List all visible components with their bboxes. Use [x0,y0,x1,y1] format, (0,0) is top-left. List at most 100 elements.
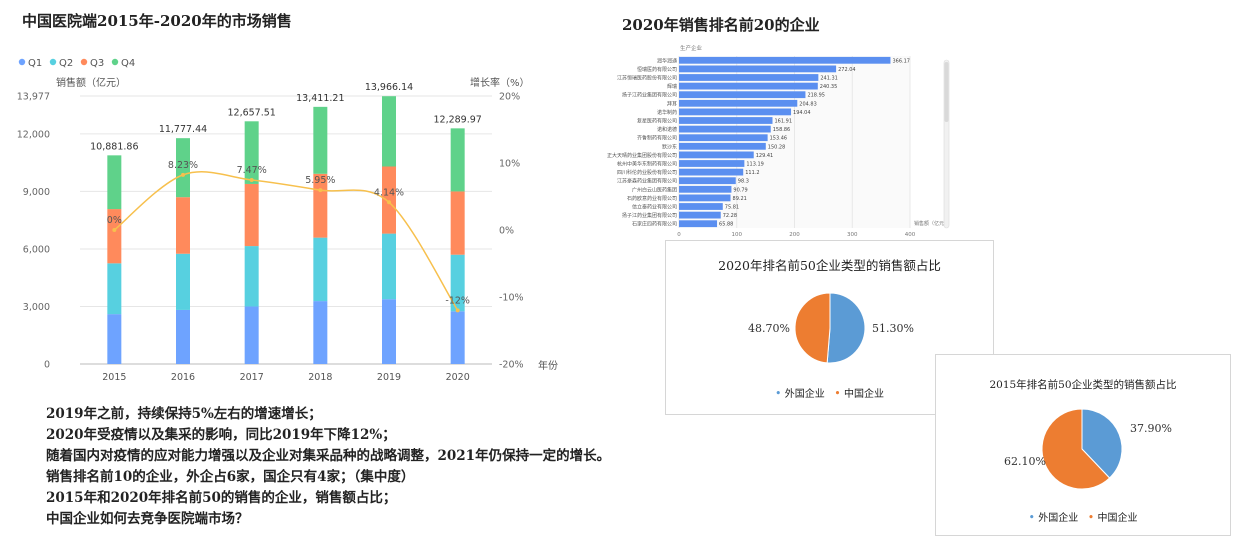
top20-value-label: 158.86 [773,127,791,133]
top20-value-label: 204.83 [799,101,817,107]
bar-q4-2020 [450,128,465,192]
bar-q2-2016 [176,253,190,310]
top20-bar [679,177,736,185]
legend-domestic-label: 中国企业 [1097,513,1138,524]
top20-category-label: 润华润通 [657,57,677,64]
y-tick-label: 6,000 [23,244,50,255]
top20-value-label: 366.17 [892,58,910,64]
growth-rate-label: 8.23% [168,160,198,171]
right-axis-title: 增长率（%） [470,76,530,89]
legend-foreign-marker: • [1028,511,1036,524]
legend-foreign-marker: • [775,387,782,400]
growth-rate-line [113,171,459,311]
top20-bar [679,56,891,64]
top20-x-axis-title: 销售额（亿元） [914,220,949,227]
pie-2015-title: 2015年排名前50企业类型的销售额占比 [989,379,1177,391]
top20-category-label: 江苏豪森药业集团有限公司 [617,178,677,185]
bar-q2-2020 [450,254,465,312]
pie-slice-domestic [794,292,831,364]
legend-q2-label: Q2 [59,58,73,69]
bar-q2-2018 [313,237,328,302]
top20-x-tick: 400 [905,232,916,238]
bar-q1-2019 [382,299,396,364]
growth-rate-point [318,188,323,193]
note-line: 销售排名前10的企业，外企占6家，国企只有4家；（集中度） [46,469,415,485]
y2-tick-label: 20% [499,92,520,103]
pie-slice-foreign [1081,408,1123,479]
top20-bar [679,185,732,193]
top20-value-label: 75.81 [725,205,739,211]
y2-tick-label: -20% [499,360,524,371]
growth-rate-point [249,177,254,182]
legend-q3-marker [80,58,88,66]
bar-q3-2020 [450,191,465,255]
bar-q2-2015 [107,263,122,315]
bar-q3-2017 [244,183,259,247]
pie-slice-domestic [1041,408,1111,490]
bar-total-label: 13,966.14 [365,82,413,93]
top20-bar [679,220,718,228]
top20-value-label: 241.31 [820,76,838,82]
top20-x-tick: 0 [677,232,681,238]
note-line: 中国企业如何去竞争医院端市场？ [46,511,249,527]
top20-x-tick: 100 [732,232,743,238]
top20-bar [679,134,768,142]
y2-tick-label: -10% [499,293,524,304]
pie-2020-legend: • 外国企业 • 中国企业 [666,385,993,400]
pie-2015-legend: • 外国企业 • 中国企业 [936,509,1230,524]
top20-bar [679,160,745,167]
top20-bar [679,117,773,124]
top20-bar [679,168,744,176]
growth-rate-point [181,172,185,177]
pie-value-label: 62.10% [1004,455,1046,468]
top20-category-label: 齐鲁制药有限公司 [637,135,677,142]
growth-rate-label: 7.47% [237,165,267,176]
top20-category-label: 辉瑞 [667,83,677,90]
bar-q1-2016 [176,309,190,364]
top20-value-label: 153.46 [770,136,788,142]
y2-tick-label: 0% [499,226,514,237]
x-tick-label: 2017 [240,372,264,383]
analysis-notes: 2019年之前，持续保持5%左右的增速增长； 2020年受疫情以及集采的影响，同… [46,404,610,530]
y-tick-label: 12,000 [17,129,50,140]
bar-total-label: 13,411.21 [296,93,344,104]
bar-total-label: 11,777.44 [159,124,207,135]
legend-domestic-label: 中国企业 [843,389,884,400]
legend-foreign-label: 外国企业 [1038,513,1079,524]
main-chart-title: 中国医院端2015年-2020年的市场销售 [22,12,292,30]
top20-x-tick: 200 [789,232,800,238]
pie-2015-panel: 2015年排名前50企业类型的销售额占比 37.90% 62.10% • 外国企业… [935,354,1231,536]
top20-category-label: 恒瑞医药有限公司 [637,66,677,73]
top20-category-label: 诺华制药 [657,109,677,116]
legend-q4-label: Q4 [121,58,135,69]
top20-value-label: 90.79 [733,187,747,193]
y2-tick-label: 10% [499,159,520,170]
top20-bar [679,211,721,219]
pie-slice-foreign [826,292,866,364]
top20-value-label: 89.21 [733,196,747,202]
bar-q1-2017 [244,306,259,364]
bar-total-label: 12,657.51 [227,107,275,118]
growth-rate-point [455,308,460,313]
growth-rate-point [112,228,117,232]
top20-category-label: 拜耳 [667,100,677,107]
bar-q1-2015 [107,314,122,364]
note-line: 2020年受疫情以及集采的影响，同比2019年下降12%； [46,427,396,443]
bar-q2-2017 [244,246,259,307]
bar-q4-2015 [107,155,122,210]
legend-q2-marker [49,58,57,66]
top20-category-label: 信立泰药业有限公司 [632,204,677,211]
bar-total-label: 12,289.97 [433,114,481,125]
top20-category-label: 扬子江药业集团有限公司 [622,92,677,99]
note-line: 2015年和2020年排名前50的销售的企业，销售额占比； [46,490,397,506]
quarterly-sales-chart: Q1 Q2 Q3 Q4 销售额（亿元） 增长率（%） 年份 0 3,000 6,000 9,000 1… [17,58,558,383]
top20-value-label: 150.28 [768,144,786,150]
bar-q3-2016 [176,197,190,254]
top20-category-label: 广州白云山医药集团 [632,186,677,193]
pie-value-label: 51.30% [872,322,914,335]
x-tick-label: 2018 [308,372,332,383]
top20-value-label: 111.2 [745,170,759,176]
pie-2020-title: 2020年排名前50企业类型的销售额占比 [718,258,941,273]
top20-bar [679,125,771,133]
top20-category-label: 正大天晴药业集团股份有限公司 [607,152,677,159]
